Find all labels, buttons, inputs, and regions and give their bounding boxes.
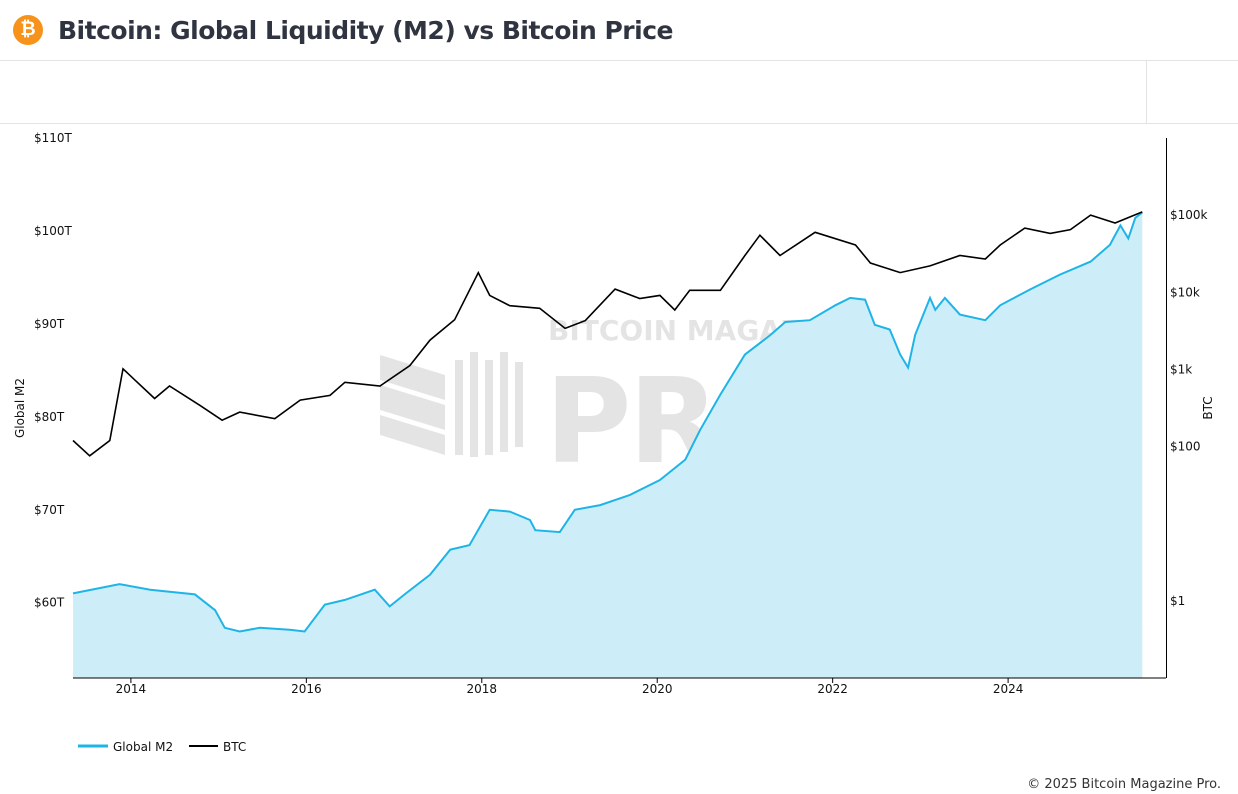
x-tick-label: 2022 bbox=[817, 682, 848, 696]
x-tick-label: 2024 bbox=[993, 682, 1024, 696]
left-y-tick-label: $60T bbox=[34, 596, 65, 610]
left-y-tick-label: $70T bbox=[34, 503, 65, 517]
left-y-tick-label: $100T bbox=[34, 224, 73, 238]
left-axis-label: Global M2 bbox=[13, 378, 27, 438]
left-y-tick-label: $110T bbox=[34, 131, 73, 145]
x-tick-label: 2016 bbox=[291, 682, 322, 696]
watermark-emblem bbox=[380, 352, 523, 457]
legend: Global M2 BTC bbox=[78, 740, 246, 754]
bitcoin-icon: ₿ bbox=[13, 15, 43, 45]
legend-label-btc[interactable]: BTC bbox=[223, 740, 246, 754]
global-m2-line bbox=[72, 211, 1143, 633]
right-y-tick-label: $1 bbox=[1170, 594, 1185, 608]
right-axis-label: BTC bbox=[1201, 396, 1215, 419]
right-y-tick-label: $100 bbox=[1170, 440, 1201, 454]
x-tick-label: 2018 bbox=[467, 682, 498, 696]
left-y-tick-label: $80T bbox=[34, 410, 65, 424]
right-y-tick-label: $100k bbox=[1170, 208, 1208, 222]
header: ₿ Bitcoin: Global Liquidity (M2) vs Bitc… bbox=[0, 0, 1238, 61]
x-tick-label: 2014 bbox=[116, 682, 147, 696]
right-y-tick-label: $1k bbox=[1170, 362, 1192, 376]
left-y-tick-label: $90T bbox=[34, 317, 65, 331]
toolbar bbox=[0, 61, 1238, 124]
x-tick-label: 2020 bbox=[642, 682, 673, 696]
right-y-tick-label: $10k bbox=[1170, 285, 1200, 299]
page-title: Bitcoin: Global Liquidity (M2) vs Bitcoi… bbox=[58, 15, 673, 45]
copyright: © 2025 Bitcoin Magazine Pro. bbox=[1027, 777, 1221, 792]
btc-price-line bbox=[72, 211, 1143, 457]
global-m2-area bbox=[73, 212, 1143, 678]
toolbar-divider bbox=[1146, 61, 1147, 123]
legend-label-global-m2[interactable]: Global M2 bbox=[113, 740, 173, 754]
